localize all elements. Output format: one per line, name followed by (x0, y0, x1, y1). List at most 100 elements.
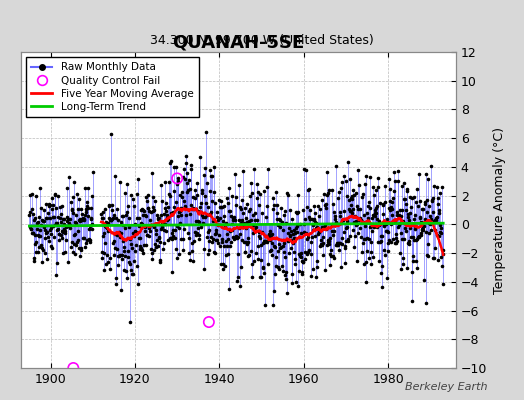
Point (232, 202, 240, 208)
Point (400, 196, 408, 203)
Point (28, 206, 36, 213)
Point (177, 236, 185, 242)
Point (41, 235, 50, 242)
Point (304, 186, 313, 192)
Point (58, 202, 66, 209)
Text: Berkeley Earth: Berkeley Earth (405, 382, 487, 392)
Point (302, 236, 311, 242)
Point (249, 221, 258, 228)
Point (368, 215, 376, 221)
Point (147, 246, 156, 252)
Point (294, 282, 303, 289)
Point (34, 219, 42, 226)
Point (246, 193, 254, 199)
Point (217, 204, 225, 210)
Point (290, 255, 299, 262)
Point (67, 199, 75, 206)
Point (271, 270, 279, 277)
Point (214, 217, 222, 224)
Point (361, 223, 369, 230)
Point (351, 222, 359, 228)
Point (60, 216, 68, 222)
Point (82, 206, 91, 212)
Point (378, 284, 386, 290)
Point (299, 207, 307, 213)
Point (168, 268, 177, 275)
Point (367, 222, 376, 229)
Point (179, 247, 187, 253)
Point (150, 224, 158, 230)
Point (393, 209, 401, 216)
Point (307, 238, 315, 245)
Point (390, 217, 398, 224)
Point (305, 214, 313, 221)
Point (389, 188, 398, 195)
Point (336, 239, 344, 246)
Point (111, 230, 119, 237)
Point (293, 210, 302, 216)
Point (385, 205, 393, 212)
Point (162, 228, 170, 234)
Point (335, 240, 343, 246)
Point (256, 234, 265, 241)
Point (243, 200, 251, 207)
Point (350, 244, 358, 250)
Point (375, 222, 383, 229)
Point (272, 189, 280, 195)
Point (241, 248, 249, 255)
Point (71, 251, 80, 258)
Point (299, 259, 307, 266)
Point (125, 215, 133, 221)
Point (100, 250, 108, 256)
Point (123, 180, 131, 187)
Point (345, 196, 353, 203)
Point (48, 244, 56, 251)
Point (62, 237, 70, 243)
Point (167, 235, 176, 242)
Point (149, 203, 157, 210)
Point (413, 236, 421, 242)
Point (137, 207, 145, 214)
Point (335, 247, 344, 253)
Point (387, 239, 395, 245)
Point (402, 207, 410, 213)
Point (257, 242, 265, 248)
Point (242, 225, 250, 232)
Point (47, 230, 55, 237)
Point (256, 274, 264, 280)
Point (50, 191, 59, 198)
Point (433, 232, 441, 238)
Point (73, 239, 81, 245)
Point (316, 243, 324, 249)
Point (222, 220, 231, 226)
Point (205, 167, 214, 173)
Point (423, 252, 431, 258)
Point (72, 242, 80, 248)
Point (118, 256, 126, 262)
Point (267, 252, 276, 258)
Point (140, 228, 149, 234)
Point (254, 255, 263, 262)
Point (420, 276, 429, 283)
Point (260, 238, 268, 244)
Point (74, 245, 83, 252)
Point (124, 248, 132, 254)
Point (176, 192, 184, 199)
Point (169, 233, 177, 239)
Point (36, 185, 45, 192)
Point (265, 232, 273, 238)
Point (424, 176, 433, 182)
Point (205, 238, 213, 244)
Point (180, 226, 188, 232)
Point (255, 202, 264, 208)
Point (286, 232, 294, 239)
Point (131, 227, 139, 234)
Point (283, 289, 291, 296)
Point (278, 243, 287, 250)
Point (289, 235, 298, 241)
Point (77, 247, 85, 253)
Point (363, 210, 371, 216)
Point (79, 214, 87, 221)
Point (226, 213, 235, 220)
Point (294, 268, 303, 274)
